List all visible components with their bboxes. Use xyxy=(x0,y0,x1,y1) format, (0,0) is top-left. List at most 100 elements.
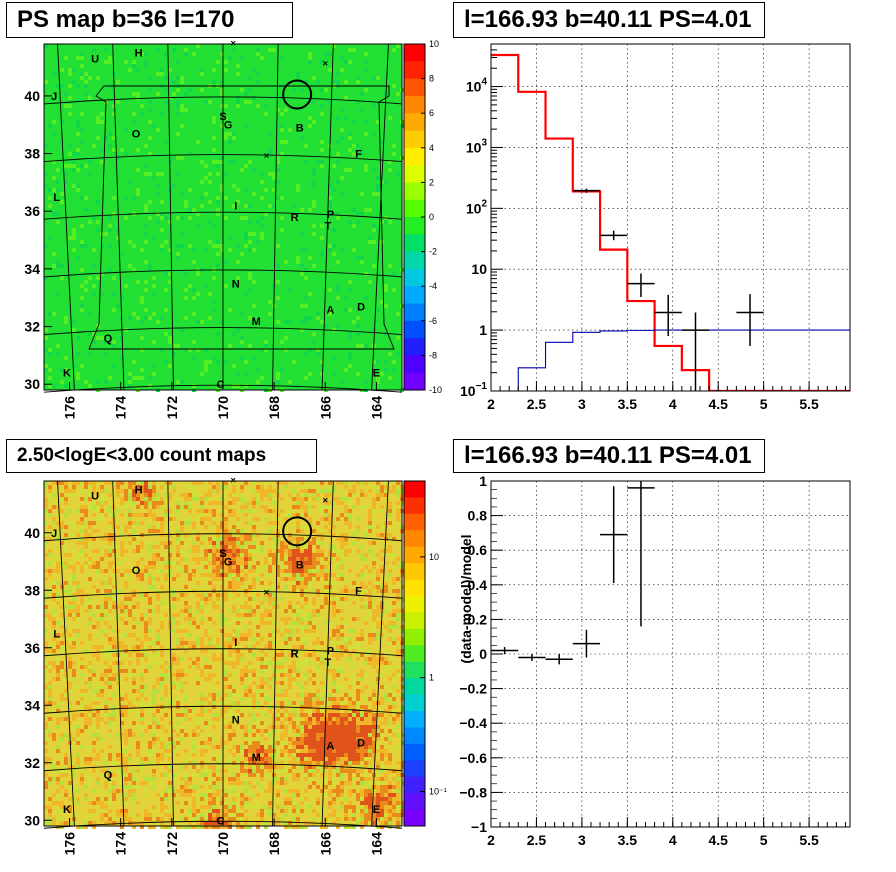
colorbar-tick-label: 10 xyxy=(429,552,439,562)
lon-tick-label: 172 xyxy=(164,832,180,856)
ps_map-coordinate-grid xyxy=(43,43,403,393)
source-label: T xyxy=(324,221,331,233)
x-tick-label: 4.5 xyxy=(708,832,728,848)
source-label: B xyxy=(296,559,304,571)
cross-marker xyxy=(264,153,269,158)
lat-tick-label: 30 xyxy=(24,812,40,828)
lat-tick-label: 40 xyxy=(24,525,40,541)
source-label: L xyxy=(53,628,60,640)
source-label: P xyxy=(327,209,334,221)
x-tick-label: 3.5 xyxy=(618,832,638,848)
count_map-coordinate-grid xyxy=(43,480,403,829)
source-label: S xyxy=(219,111,226,123)
spectrum-chart: 2 2.5 3 3.5 4 4.5 5 5.5 10−1 1 10 102 103 104 xyxy=(460,43,851,412)
source-label: Q xyxy=(104,769,113,781)
colorbar-tick-label: 10⁻¹ xyxy=(429,787,447,797)
lon-tick-label: 164 xyxy=(368,396,384,420)
source-label: R xyxy=(291,649,299,661)
colorbar-bin xyxy=(404,95,425,114)
colorbar-tick-label: -10 xyxy=(429,385,442,395)
colorbar-bin xyxy=(404,628,425,646)
x-tick-label: 3.5 xyxy=(618,396,638,412)
source-label: K xyxy=(63,368,71,380)
lon-tick-label: 170 xyxy=(215,396,231,420)
lat-tick-label: 34 xyxy=(24,261,40,277)
colorbar-tick-label: -8 xyxy=(429,350,437,360)
colorbar-tick-label: 8 xyxy=(429,74,434,84)
colorbar-tick-label: 6 xyxy=(429,108,434,118)
longitude-line xyxy=(57,43,75,391)
lon-tick-label: 168 xyxy=(266,832,282,856)
lon-tick-label: 170 xyxy=(215,832,231,856)
count-map-title: 2.50<logE<3.00 count maps xyxy=(6,439,317,473)
colorbar-bin xyxy=(404,579,425,597)
lat-tick-label: 40 xyxy=(24,88,40,104)
y-tick-label: 0.6 xyxy=(468,542,488,558)
colorbar-bin xyxy=(404,78,425,97)
lon-tick-label: 174 xyxy=(113,832,129,856)
colorbar-bin xyxy=(404,530,425,548)
colorbar-tick-label: 2 xyxy=(429,177,434,187)
colorbar-bin xyxy=(404,372,425,391)
colorbar-tick-label: 1 xyxy=(429,673,434,683)
source-label: F xyxy=(355,149,362,161)
source-label: H xyxy=(135,485,143,497)
y-tick-label: 1 xyxy=(479,322,487,338)
colorbar-bin xyxy=(404,727,425,745)
source-label: L xyxy=(53,192,60,204)
longitude-line xyxy=(167,480,174,827)
colorbar-bin xyxy=(404,661,425,679)
source-label: D xyxy=(357,301,365,313)
colorbar-bin xyxy=(404,546,425,564)
source-label: N xyxy=(232,278,240,290)
y-tick-label: −0.4 xyxy=(459,715,487,731)
colorbar-tick-label: 0 xyxy=(429,212,434,222)
colorbar-bin xyxy=(404,793,425,811)
y-tick-label: 1 xyxy=(479,473,487,489)
longitude-line xyxy=(112,43,125,391)
colorbar-bin xyxy=(404,513,425,531)
source-label: G xyxy=(224,557,233,569)
x-tick-label: 5.5 xyxy=(799,832,819,848)
longitude-line xyxy=(272,43,279,391)
lat-tick-label: 36 xyxy=(24,203,40,219)
y-tick-label: 0.8 xyxy=(468,508,488,524)
background-step-line xyxy=(491,329,850,391)
colorbar-bin xyxy=(404,809,425,827)
source-label: M xyxy=(252,752,261,764)
lon-tick-label: 176 xyxy=(62,396,78,420)
colorbar-bin xyxy=(404,497,425,515)
source-label: O xyxy=(132,565,141,577)
x-tick-label: 2 xyxy=(487,832,495,848)
source-label: U xyxy=(91,490,99,502)
colorbar-frame xyxy=(403,480,426,827)
longitude-line xyxy=(57,480,75,827)
count_map-panel: U H J O SG B F L I R PT N A D M Q K C E 30 32 34 36 38 40 176 174 1… xyxy=(24,477,404,856)
colorbar-bin xyxy=(404,320,425,339)
source-label: A xyxy=(326,741,334,753)
colorbar-bin xyxy=(404,645,425,663)
y-tick-label: 102 xyxy=(466,198,488,216)
model-step-line xyxy=(491,53,850,391)
colorbar-bin xyxy=(404,338,425,356)
lat-tick-label: 30 xyxy=(24,376,40,392)
colorbar-tick-label: -6 xyxy=(429,316,437,326)
ps-colorbar: 10 8 6 4 2 0 -2 -4 -6 -8 -10 xyxy=(403,39,442,395)
source-label: Q xyxy=(104,333,113,345)
lat-tick-label: 38 xyxy=(24,146,40,162)
count-colorbar: 10 1 10⁻¹ xyxy=(403,480,447,827)
colorbar-bin xyxy=(404,678,425,696)
source-label: I xyxy=(234,637,237,649)
colorbar-bin xyxy=(404,596,425,613)
cross-marker xyxy=(322,497,328,503)
x-tick-label: 2.5 xyxy=(527,396,547,412)
x-tick-label: 4.5 xyxy=(708,396,728,412)
y-tick-label: −1 xyxy=(471,819,487,835)
y-tick-label: −0.2 xyxy=(459,681,487,697)
longitude-line xyxy=(167,43,174,391)
x-tick-label: 4 xyxy=(669,396,677,412)
y-tick-label: 0.2 xyxy=(468,611,488,627)
source-label: I xyxy=(234,200,237,212)
lon-tick-label: 176 xyxy=(62,832,78,856)
